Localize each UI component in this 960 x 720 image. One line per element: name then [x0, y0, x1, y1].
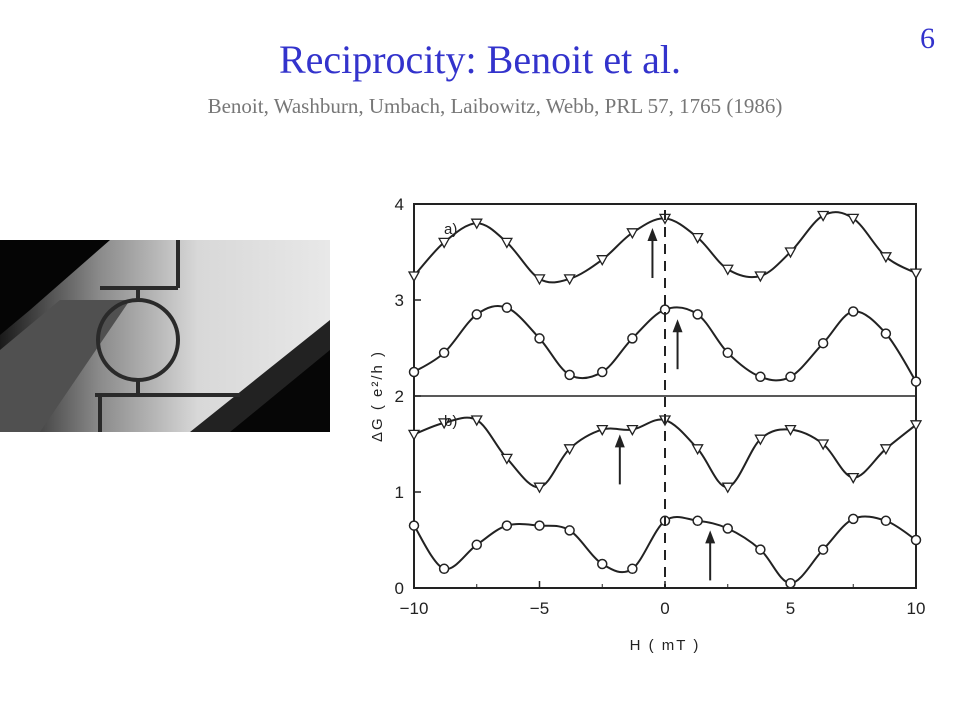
y-axis-label: ΔG ( e²/h ): [370, 350, 386, 442]
series-2-point: [438, 347, 450, 359]
panel-label: a): [444, 221, 457, 238]
slide-number: 6: [920, 22, 935, 55]
series-4-point: [755, 544, 766, 555]
conductance-figure: −10 −5 0 5 10 0 1 2 3 4 H ( mT ) ΔG ( e²/h ) a) b): [370, 195, 926, 654]
series-3-point: [626, 424, 639, 436]
series-3-point: [721, 482, 734, 494]
series-4-point: [817, 544, 829, 555]
series-4-point: [848, 513, 859, 525]
series-1-point: [847, 213, 860, 225]
y-tick-label: 2: [395, 387, 404, 406]
series-1-point: [596, 255, 609, 267]
series-4-point: [722, 523, 733, 534]
x-axis-label: H ( mT ): [630, 637, 701, 654]
series-3-point: [817, 439, 830, 451]
x-tick-label: 10: [907, 599, 926, 618]
series-4-point: [692, 515, 703, 527]
series-3-point: [879, 444, 892, 456]
series-1-point: [438, 237, 451, 249]
slide-title: Reciprocity: Benoit et al.: [278, 37, 682, 82]
x-tick-label: 5: [786, 599, 795, 618]
x-tick-label: −5: [530, 599, 549, 618]
series-4-point: [880, 515, 892, 527]
series-4-point: [438, 563, 450, 575]
series-1-point: [626, 228, 639, 240]
series-4-point: [501, 520, 513, 531]
series-2-point: [848, 306, 859, 317]
series-1-point: [470, 218, 483, 230]
x-tick-label: 0: [660, 599, 669, 618]
series-1-point: [909, 268, 923, 280]
series-4-point: [910, 534, 922, 546]
series-4-point: [471, 539, 482, 551]
arrow-head: [705, 530, 716, 544]
series-1-point: [721, 264, 734, 276]
series-2-point: [910, 376, 922, 387]
series-3-point: [438, 418, 451, 430]
series-4-point: [408, 520, 420, 531]
series-3-point: [533, 482, 546, 494]
series-2-point: [471, 309, 482, 320]
series-2-point: [597, 366, 608, 378]
series-1-point: [754, 271, 767, 283]
arrow-head: [614, 434, 625, 448]
series-2-point: [408, 366, 420, 378]
series-2-point: [722, 347, 733, 359]
y-tick-label: 0: [395, 579, 404, 598]
slide-subtitle: Benoit, Washburn, Umbach, Laibowitz, Web…: [207, 94, 783, 118]
series-3-point: [784, 424, 797, 436]
series-3-point: [500, 453, 513, 465]
x-tick-label: −10: [400, 599, 429, 618]
series-2-point: [880, 328, 892, 339]
series-4-point: [597, 558, 608, 570]
arrow-head: [672, 319, 683, 333]
series-1-point: [407, 271, 421, 283]
series-3-point: [470, 415, 483, 427]
y-tick-label: 1: [395, 483, 404, 502]
y-tick-label: 3: [395, 291, 404, 310]
series-3-point: [563, 444, 576, 456]
series-2-point: [501, 302, 513, 313]
series-2-point: [755, 371, 766, 383]
series-1-point: [817, 210, 830, 222]
series-1-point: [563, 274, 576, 286]
series-3-point: [754, 434, 767, 446]
series-3-point: [691, 444, 704, 456]
y-tick-label: 4: [395, 195, 404, 214]
series-3-point: [909, 420, 923, 432]
series-2-point: [627, 333, 638, 344]
series-3-point: [847, 472, 860, 484]
series-3-point: [407, 429, 421, 441]
arrow-head: [647, 228, 658, 241]
series-4-point: [534, 520, 545, 531]
series-1-point: [784, 247, 797, 259]
series-3-point: [596, 424, 609, 436]
series-2-point: [692, 309, 703, 320]
panel-label: b): [444, 413, 457, 430]
series-2-point: [785, 371, 796, 383]
series-2-point: [534, 333, 545, 344]
series-2-point: [564, 369, 575, 381]
series-1-point: [533, 274, 546, 286]
series-1-point: [691, 232, 704, 244]
ring-micrograph: [0, 240, 330, 432]
series-4-point: [564, 525, 575, 536]
series-4-point: [785, 577, 796, 589]
series-4-point: [627, 563, 638, 575]
series-1-point: [879, 252, 892, 264]
series-2-point: [817, 337, 829, 349]
series-1-point: [500, 237, 513, 249]
